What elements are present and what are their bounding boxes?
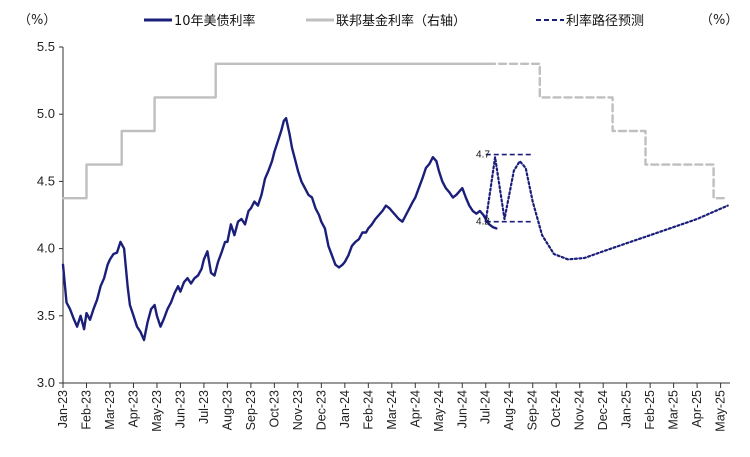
x-tick-label: Sep-23 bbox=[244, 390, 258, 430]
annotation-label: 4.7 bbox=[476, 150, 490, 161]
y-tick-label: 4.0 bbox=[37, 241, 55, 256]
annotations: 4.7 4.2 bbox=[476, 150, 490, 228]
y-tick-label: 5.5 bbox=[37, 39, 55, 54]
right-unit-label: （%） bbox=[700, 13, 738, 28]
x-tick-label: Nov-24 bbox=[573, 390, 587, 430]
y-tick-label: 4.5 bbox=[37, 173, 55, 188]
legend-label-forecast: 利率路径预测 bbox=[566, 13, 644, 29]
x-tick-label: Jan-23 bbox=[56, 390, 70, 428]
x-tick-label: May-24 bbox=[432, 390, 446, 432]
x-tick-label: Jun-24 bbox=[455, 390, 469, 428]
legend-label-ffr: 联邦基金利率（右轴） bbox=[336, 13, 466, 29]
y-tick-label: 5.0 bbox=[37, 106, 55, 121]
x-tick-label: Nov-23 bbox=[291, 390, 305, 430]
x-tick-label: Sep-24 bbox=[526, 390, 540, 430]
x-tick-label: Jul-23 bbox=[197, 390, 211, 424]
x-tick-label: Feb-25 bbox=[643, 390, 657, 430]
x-tick-label: Oct-23 bbox=[267, 390, 281, 428]
series-rate-path-forecast-line bbox=[484, 156, 729, 261]
y-tick-labels: 5.5 5.0 4.5 4.0 3.5 3.0 bbox=[37, 39, 55, 390]
x-tick-label: Apr-25 bbox=[690, 390, 704, 428]
x-tick-label: May-23 bbox=[150, 390, 164, 432]
series-lines bbox=[61, 62, 729, 342]
y-tick-label: 3.5 bbox=[37, 308, 55, 323]
series-10y-treasury-line bbox=[61, 117, 498, 342]
annotation-label: 4.2 bbox=[476, 217, 490, 228]
legend: 10年美债利率 联邦基金利率（右轴） 利率路径预测 bbox=[144, 13, 644, 29]
series-fed-funds-line bbox=[61, 62, 490, 200]
x-tick-label: Jan-25 bbox=[620, 390, 634, 428]
x-tick-label: Oct-24 bbox=[549, 390, 563, 428]
guide-lines bbox=[485, 153, 533, 223]
x-tick-label: Apr-23 bbox=[126, 390, 140, 428]
x-tick-label: Dec-23 bbox=[314, 390, 328, 430]
x-tick-label: Dec-24 bbox=[596, 390, 610, 430]
x-tick-label: May-25 bbox=[714, 390, 728, 432]
x-tick-label: Feb-24 bbox=[361, 390, 375, 430]
x-tick-label: Jul-24 bbox=[479, 390, 493, 424]
x-tick-labels: Jan-23 Feb-23 Mar-23 Apr-23 May-23 Jun-23 Jul-… bbox=[56, 390, 728, 432]
x-tick-label: Aug-23 bbox=[220, 390, 234, 430]
x-tick-label: Mar-24 bbox=[385, 390, 399, 430]
x-tick-label: Mar-23 bbox=[103, 390, 117, 430]
x-tick-label: Aug-24 bbox=[502, 390, 516, 430]
x-tick-label: Apr-24 bbox=[408, 390, 422, 428]
legend-label-10y: 10年美债利率 bbox=[174, 13, 256, 29]
x-tick-label: Jun-23 bbox=[173, 390, 187, 428]
left-unit-label: （%） bbox=[18, 13, 56, 28]
x-tick-label: Jan-24 bbox=[338, 390, 352, 428]
x-tick-label: Mar-25 bbox=[667, 390, 681, 430]
x-tick-label: Feb-23 bbox=[79, 390, 93, 430]
series-fed-funds-forecast-line bbox=[486, 62, 729, 200]
y-tick-label: 3.0 bbox=[37, 375, 55, 390]
axes bbox=[59, 46, 730, 388]
